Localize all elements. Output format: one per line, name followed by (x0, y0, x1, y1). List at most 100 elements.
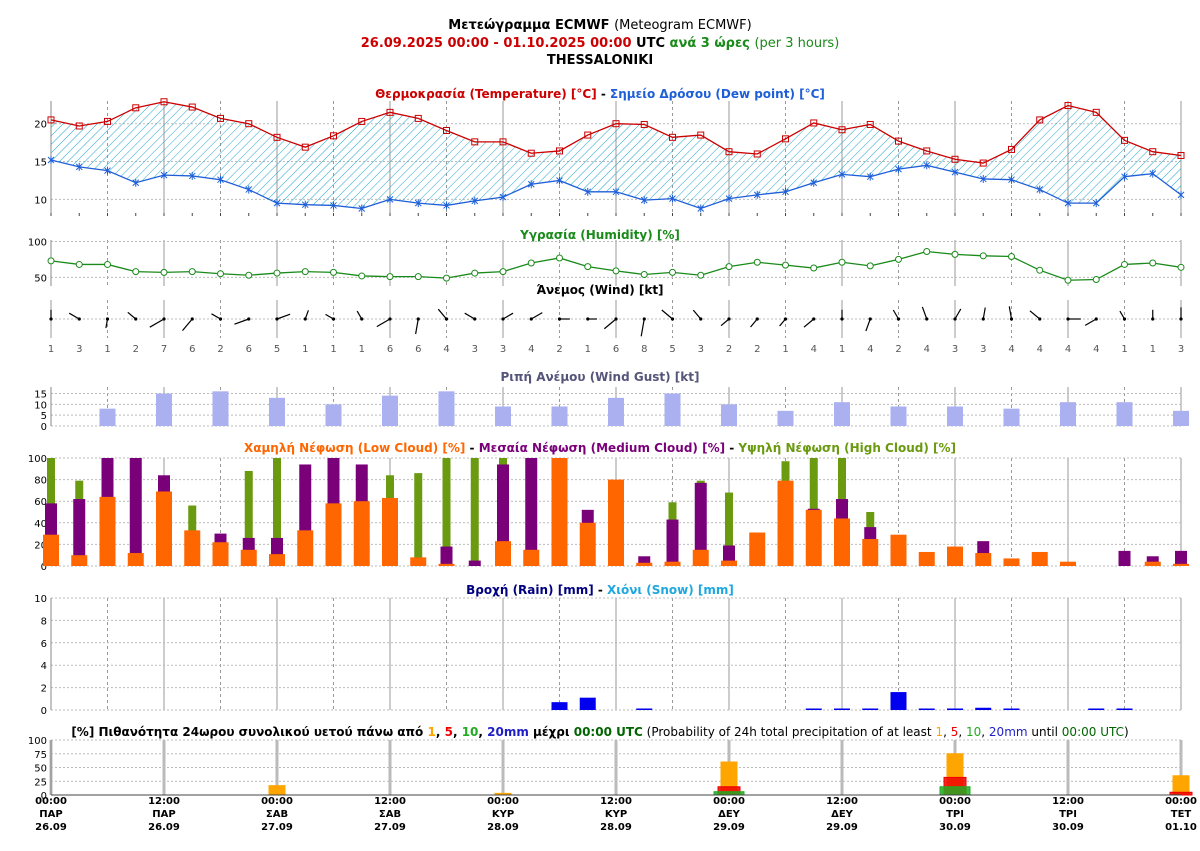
low-cloud-bar (579, 522, 596, 566)
gust-bar (664, 393, 681, 426)
wind-speed-label: 4 (867, 344, 873, 355)
temperature-point (584, 131, 592, 139)
time-label: 12:00 (1052, 796, 1084, 807)
low-cloud-bar (212, 542, 229, 566)
time-label: 00:00 (713, 796, 745, 807)
humidity-hgrid: 50 100 (28, 237, 1181, 284)
wind-barb-dot (755, 317, 759, 321)
wind-barb-dot (134, 317, 138, 321)
low-cloud-bar (297, 530, 314, 566)
day-label: ΣΑΒ (266, 809, 288, 820)
probability-ytick: 100 (28, 736, 47, 747)
date-label: 27.09 (261, 822, 293, 833)
date-label: 27.09 (374, 822, 406, 833)
wind-speed-label: 3 (980, 344, 986, 355)
temperature-point (640, 120, 648, 128)
temperature-point (414, 114, 422, 122)
rain-bar (805, 708, 822, 710)
humidity-ytick: 50 (34, 273, 47, 284)
prob-utc: 00:00 UTC (574, 725, 643, 739)
temperature-point (1036, 116, 1044, 124)
low-cloud-bar (805, 509, 822, 566)
wind-speed-label: 5 (669, 344, 675, 355)
dewpoint-point (273, 199, 281, 208)
dewpoint-point (330, 201, 337, 210)
medium-cloud-bar (1118, 550, 1131, 566)
medium-cloud-bar (468, 560, 481, 566)
temperature-point (217, 114, 224, 122)
gust-title: Ριπή Ανέμου (Wind Gust) [kt] (501, 370, 700, 384)
high-cloud-bar (442, 458, 451, 566)
humidity-point (697, 271, 705, 279)
wind-speed-label: 1 (104, 344, 110, 355)
temperature-point (753, 150, 761, 158)
temperature-point (527, 149, 535, 157)
humidity-point (1177, 263, 1185, 271)
gust-bar (721, 404, 737, 426)
prob-sep: , (943, 725, 951, 739)
temperature-point (499, 138, 507, 146)
probability-hgrid: 0 25 50 75 100 (28, 736, 1181, 802)
humidity-point (1064, 276, 1072, 284)
precip-grid (50, 598, 1182, 710)
humidity-point (753, 258, 761, 266)
wind-speed-label: 3 (698, 344, 704, 355)
wind-barb (803, 318, 815, 328)
wind-barb-dot (614, 317, 618, 321)
temperature-point (979, 159, 987, 167)
wind-barb-dot (981, 317, 985, 321)
wind-title: Άνεμος (Wind) [kt] (536, 283, 663, 297)
humidity-point (75, 260, 83, 268)
wind-speed-label: 3 (500, 344, 506, 355)
temperature-point (104, 117, 111, 125)
temperature-point (47, 116, 55, 124)
precip-panel-title: Βροχή (Rain) [mm] - Χιόνι (Snow) [mm] (466, 583, 734, 597)
prob-10mm-bar (939, 786, 971, 796)
day-label: ΠΑΡ (152, 809, 175, 820)
prob-1mm-bar (268, 785, 286, 796)
humidity-grid (50, 240, 1182, 286)
temperature-point (160, 98, 168, 106)
dewpoint-point (923, 161, 931, 170)
wind-barb (376, 318, 391, 328)
temperature-point (1008, 145, 1015, 153)
humidity-point (527, 259, 535, 267)
gust-bar (777, 410, 794, 426)
precip-hgrid: 0 2 4 6 8 10 (34, 594, 1181, 717)
wind-barb-dot (444, 317, 449, 321)
date-label: 28.09 (600, 822, 632, 833)
wind-speed-label: 4 (1093, 344, 1099, 355)
wind-barb (276, 313, 291, 320)
low-cloud-bar (721, 560, 737, 566)
wind-speed-label: 6 (415, 344, 421, 355)
gust-bar (1060, 402, 1076, 426)
prob-en-close: ) (1124, 725, 1129, 739)
wind-barb-dot (925, 317, 929, 321)
temperature-ytick: 10 (34, 195, 47, 206)
gust-bar (551, 406, 568, 426)
humidity-point (584, 263, 592, 271)
temperature-point (1121, 136, 1128, 144)
temperature-point (1177, 151, 1185, 159)
dewpoint-point (160, 171, 168, 180)
wind-barb (149, 318, 165, 328)
temperature-point (1149, 148, 1157, 156)
rain-bar (834, 708, 850, 710)
title-sep: - (465, 441, 478, 455)
wind-barb-dot (49, 317, 53, 321)
dewpoint-point (782, 187, 789, 196)
wind-barb (530, 312, 543, 320)
prob-en-until: until (1028, 725, 1062, 739)
cloud-ytick: 100 (28, 454, 47, 465)
gust-bar (212, 391, 229, 426)
wind-barb-dot (331, 317, 336, 321)
dewpoint-point (1064, 199, 1072, 208)
wind-speed-label: 4 (443, 344, 449, 355)
range-separator: - (488, 36, 504, 51)
humidity-point (273, 269, 281, 277)
low-cloud-bar (777, 480, 794, 566)
wind-barb (921, 306, 928, 320)
dewpoint-point (640, 196, 648, 205)
dewpoint-point (866, 172, 874, 181)
